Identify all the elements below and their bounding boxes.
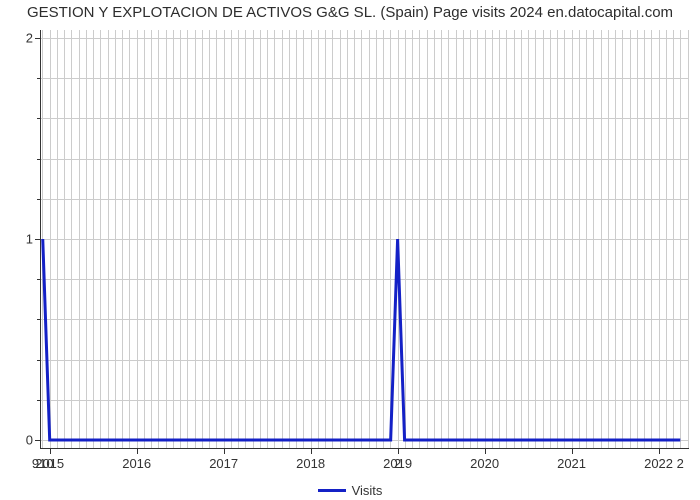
point-marker-label: 2 xyxy=(677,456,684,471)
legend-swatch xyxy=(318,489,346,492)
x-major-tick xyxy=(50,448,51,454)
point-marker-label: 2 xyxy=(394,456,401,471)
x-major-tick xyxy=(398,448,399,454)
point-marker-label: 910 xyxy=(32,456,54,471)
x-tick-label: 2018 xyxy=(296,456,325,471)
plot-area: 0122015201620172018201920202021202291022 xyxy=(40,30,689,449)
x-major-tick xyxy=(224,448,225,454)
y-tick-label: 0 xyxy=(26,432,33,447)
x-major-tick xyxy=(659,448,660,454)
x-major-tick xyxy=(572,448,573,454)
y-tick-label: 1 xyxy=(26,232,33,247)
x-tick-label: 2022 xyxy=(644,456,673,471)
x-tick-label: 2016 xyxy=(122,456,151,471)
x-tick-label: 2021 xyxy=(557,456,586,471)
x-tick-label: 2017 xyxy=(209,456,238,471)
x-major-tick xyxy=(311,448,312,454)
legend-label: Visits xyxy=(352,483,383,498)
x-tick-label: 2020 xyxy=(470,456,499,471)
x-major-tick xyxy=(485,448,486,454)
x-major-tick xyxy=(137,448,138,454)
series-visits xyxy=(41,30,689,448)
y-tick-label: 2 xyxy=(26,31,33,46)
chart-title: GESTION Y EXPLOTACION DE ACTIVOS G&G SL.… xyxy=(0,4,700,21)
legend: Visits xyxy=(0,483,700,498)
